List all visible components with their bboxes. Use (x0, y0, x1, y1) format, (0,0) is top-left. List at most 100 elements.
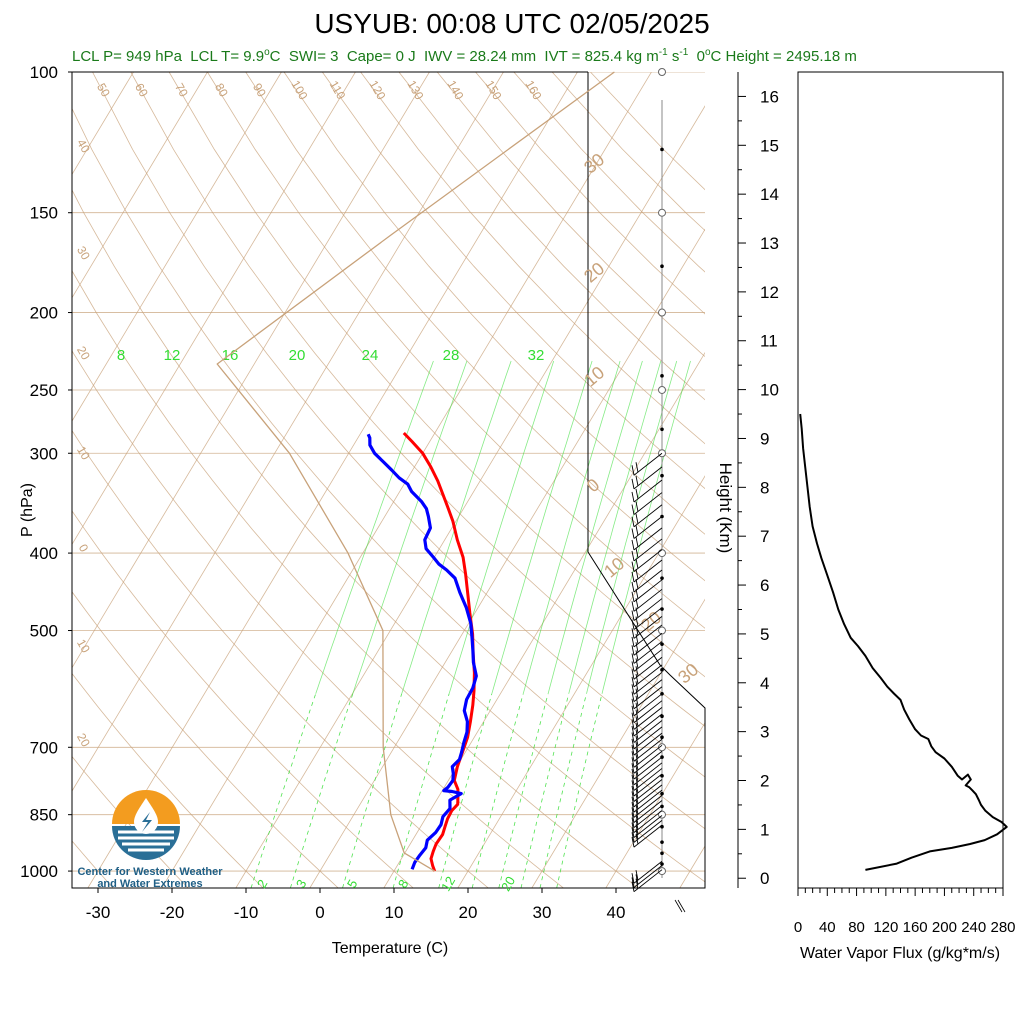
mixing-ratio-line (448, 360, 555, 694)
wind-barb (633, 865, 663, 888)
pressure-tick-label: 300 (30, 444, 58, 463)
wind-barb-flag (631, 807, 635, 818)
pressure-tick-label: 400 (30, 544, 58, 563)
wind-barb-flag (631, 478, 635, 489)
flux-series-line (799, 413, 1008, 871)
wind-station-circle (658, 549, 666, 558)
wind-barb (633, 773, 663, 797)
isotherm-label: 20 (580, 258, 608, 286)
isotherm-label: 20 (74, 731, 93, 750)
mixing-ratio-line (290, 693, 354, 888)
mixing-ratio-line (601, 360, 691, 694)
lcl-temperature: LCL T= 9.9 (190, 48, 265, 65)
wind-barb (633, 700, 663, 724)
mixing-ratio-label: 12 (164, 347, 181, 364)
wind-barb-flag (631, 653, 635, 664)
isotherm-line (754, 72, 1024, 888)
flux-tick-label: 200 (932, 919, 957, 936)
zero-height-value: 0oC Height = 2495.18 m (696, 47, 857, 65)
logo-caption-line1: Center for Western Weather (77, 866, 223, 878)
skew-t-frame (71, 72, 706, 889)
iwv-value: IWV = 28.24 mm (423, 48, 537, 65)
wind-barb (633, 784, 663, 808)
pressure-tick-label: 700 (30, 738, 58, 757)
isotherm-line (605, 721, 705, 888)
isotherm-label: 0 (583, 475, 604, 497)
wind-dot (660, 642, 664, 646)
wind-barb-flag (631, 539, 635, 550)
temperature-tick-label: -10 (234, 903, 259, 922)
wind-barb (633, 624, 663, 648)
dry-adiabat-line (72, 189, 705, 883)
isotherm-line (457, 475, 705, 888)
wind-barb-flag (631, 802, 635, 813)
isotherm-line (72, 72, 430, 669)
wind-barb-flag (635, 475, 639, 486)
wind-barb-flag (631, 691, 635, 702)
wind-barb-flag (635, 488, 639, 500)
wind-dot (660, 791, 664, 796)
isotherm-label: 30 (74, 244, 93, 263)
x-axis-label: Temperature (C) (332, 940, 448, 957)
wind-barb (633, 452, 663, 476)
mixing-ratio-label: 20 (289, 347, 306, 364)
wind-barb-flag (631, 636, 635, 648)
wind-barb (633, 726, 663, 750)
dry-adiabat-label: 150 (482, 78, 504, 103)
wind-barb (633, 588, 663, 612)
dry-adiabat-label: 100 (288, 78, 310, 103)
wind-barb (633, 707, 663, 730)
wind-barb-flag (635, 462, 639, 473)
wind-barb-flag (635, 771, 639, 782)
wind-barb-flag (635, 742, 639, 753)
isotherm-line (72, 72, 504, 792)
wind-barb (633, 641, 663, 664)
isotherm-line (161, 72, 652, 888)
dry-adiabat-line (551, 72, 705, 232)
mixing-ratio-label: 2 (254, 877, 271, 891)
dry-adiabat-line (72, 755, 189, 888)
cw3e-logo-icon (112, 790, 180, 860)
wind-station-circle (658, 867, 666, 876)
mixing-ratio-line (392, 693, 450, 888)
wind-barb-flag (635, 633, 639, 645)
wind-barb (633, 779, 663, 802)
dry-adiabat-label: 50 (94, 81, 113, 100)
wind-barb (633, 693, 663, 717)
wind-barb-flag (631, 796, 635, 807)
wind-barb-flag (635, 578, 639, 590)
height-tick-label: 15 (760, 136, 779, 155)
dry-adiabat-line (72, 672, 264, 888)
dry-adiabat-label: 70 (172, 81, 191, 100)
isotherm-line (531, 598, 705, 888)
mixing-ratio-line (520, 693, 570, 888)
mixing-ratio-line (522, 360, 621, 694)
wind-barb-flag (631, 705, 635, 716)
wind-dot (660, 264, 664, 269)
wind-barb (633, 549, 663, 572)
temperature-tick-label: 30 (533, 903, 552, 922)
wind-barb (633, 664, 663, 688)
wind-dot (660, 840, 664, 844)
dry-adiabat-label: 90 (250, 81, 269, 100)
wind-barb (633, 538, 663, 562)
wind-dot (660, 735, 664, 740)
flux-frame (797, 71, 1004, 889)
wind-barb-flag (635, 709, 639, 720)
flux-tick-label: 80 (848, 919, 865, 936)
wind-station-circle (658, 68, 666, 76)
flux-axis-label: Water Vapor Flux (g/kg*m/s) (800, 945, 1000, 962)
wind-barb (633, 869, 663, 893)
mixing-ratio-label: 12 (438, 874, 458, 894)
dry-adiabat-line (72, 840, 114, 888)
wind-barb-flag (631, 881, 635, 892)
isotherm-line (72, 72, 282, 422)
wind-dot (660, 427, 664, 432)
chart-subtitle: LCL P= 949 hPa LCL T= 9.9oC SWI= 3 Cape=… (72, 47, 857, 65)
dry-adiabat-line (92, 72, 705, 778)
wind-barb-flag (631, 684, 635, 695)
wind-barb-flag (635, 782, 639, 794)
wind-dot (660, 668, 664, 672)
mixing-ratio-label: 24 (362, 347, 379, 364)
